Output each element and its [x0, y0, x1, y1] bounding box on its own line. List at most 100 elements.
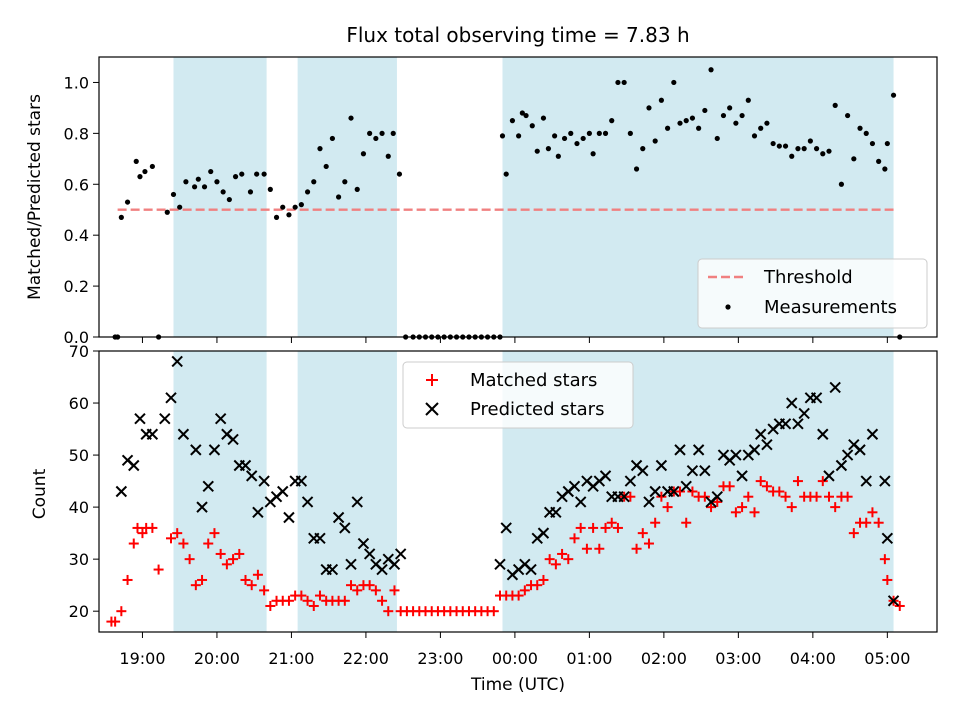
predicted-star-point	[525, 563, 537, 576]
matched-star-point	[178, 538, 189, 549]
matched-star-point	[519, 585, 530, 596]
predicted-star-point	[171, 355, 183, 368]
measurement-point	[580, 135, 586, 142]
y-tick-label: 0.0	[64, 328, 89, 347]
matched-star-point	[681, 517, 692, 528]
predicted-star-point	[500, 522, 512, 534]
matched-star-point	[662, 502, 673, 513]
matched-star-point	[811, 491, 822, 502]
matched-star-point	[544, 554, 555, 565]
matched-star-point	[743, 491, 754, 502]
measurement-point	[702, 107, 708, 114]
measurement-point	[838, 181, 845, 187]
measurement-point	[658, 97, 664, 103]
y-tick-label: 30	[69, 550, 89, 569]
predicted-star-point	[699, 464, 711, 477]
matched-star-point	[848, 528, 859, 539]
measurement-point	[177, 204, 183, 210]
matched-star-point	[581, 543, 592, 554]
measurement-point	[683, 118, 689, 124]
y-tick-label: 0.6	[64, 175, 89, 194]
measurement-point	[545, 146, 552, 152]
matched-star-point	[755, 476, 766, 487]
matched-legend-swatch	[426, 374, 438, 386]
top-legend: Threshold Measurements	[697, 258, 928, 329]
measurement-point	[633, 166, 640, 172]
x-tick-label: 02:00	[641, 649, 687, 668]
measurement-point	[869, 140, 876, 147]
matched-star-point	[675, 486, 686, 497]
matched-star-point	[737, 502, 748, 513]
measurement-point	[813, 146, 820, 152]
matched-star-point	[780, 491, 791, 502]
measurement-point	[745, 97, 751, 103]
measurement-point	[323, 163, 329, 170]
x-axis-label: Time (UTC)	[470, 675, 565, 695]
matched-star-point	[786, 502, 797, 513]
measurement-point	[232, 174, 239, 180]
measurement-point	[360, 151, 367, 157]
predicted-star-point	[550, 506, 562, 519]
measurement-point	[239, 171, 245, 177]
predicted-star-point	[245, 470, 258, 482]
measurement-point	[621, 79, 627, 86]
measurement-point	[640, 146, 646, 152]
bottom-x-axis-ticks: 19:00 20:00 21:00 22:00 23:00 00:00 01:00 02:00…	[119, 632, 910, 668]
predicted-star-point	[301, 496, 314, 508]
predicted-star-point	[823, 470, 835, 482]
measurement-point	[857, 125, 863, 131]
matched-star-point	[228, 554, 239, 565]
measurement-point	[677, 120, 683, 126]
x-tick-label: 23:00	[417, 649, 463, 668]
observing-span	[297, 57, 397, 337]
predicted-star-point	[537, 527, 550, 539]
matched-star-point	[346, 580, 357, 591]
x-tick-label: 04:00	[790, 649, 836, 668]
matched-star-point	[314, 590, 325, 601]
measurement-point	[137, 174, 143, 180]
x-tick-label: 22:00	[343, 649, 389, 668]
predicted-star-point	[692, 444, 705, 456]
y-tick-label: 0.2	[64, 277, 89, 296]
measurement-point	[367, 130, 373, 136]
measurement-point	[826, 148, 832, 154]
matched-star-point	[867, 507, 878, 518]
measurement-point	[280, 204, 286, 210]
measurement-point	[652, 138, 658, 144]
measurement-point	[586, 130, 592, 136]
predicted-star-point	[618, 490, 630, 503]
predicted-star-point	[686, 464, 699, 477]
measurement-point	[733, 120, 739, 126]
measurement-point	[329, 135, 335, 142]
predicted-star-point	[730, 449, 742, 461]
matched-star-point	[706, 502, 717, 513]
predicted-star-point	[252, 506, 264, 519]
measurement-point	[671, 79, 677, 86]
measurement-point	[609, 118, 615, 124]
measurements-legend-label: Measurements	[764, 297, 897, 318]
predicted-star-point	[637, 464, 649, 477]
top-y-axis-label: Matched/Predicted stars	[25, 94, 45, 300]
predicted-star-point	[680, 480, 692, 493]
measurement-point	[876, 158, 882, 164]
measurement-point	[519, 110, 525, 116]
y-tick-label: 50	[69, 446, 89, 465]
y-tick-label: 1.0	[64, 73, 89, 92]
matched-star-point	[296, 590, 307, 601]
observing-span	[173, 57, 267, 337]
measurement-point	[751, 133, 758, 139]
matched-star-point	[724, 481, 735, 492]
measurement-point	[882, 166, 888, 172]
predicted-star-point	[394, 548, 407, 560]
measurement-point	[689, 115, 696, 121]
count-points	[106, 355, 905, 627]
x-tick-label: 01:00	[566, 649, 612, 668]
matched-star-point	[730, 507, 741, 518]
matched-star-point	[643, 538, 654, 549]
measurement-point	[574, 140, 580, 147]
predicted-star-point	[146, 428, 159, 440]
top-plot-frame	[98, 56, 938, 338]
predicted-star-point	[283, 511, 295, 524]
predicted-star-point	[887, 595, 900, 607]
